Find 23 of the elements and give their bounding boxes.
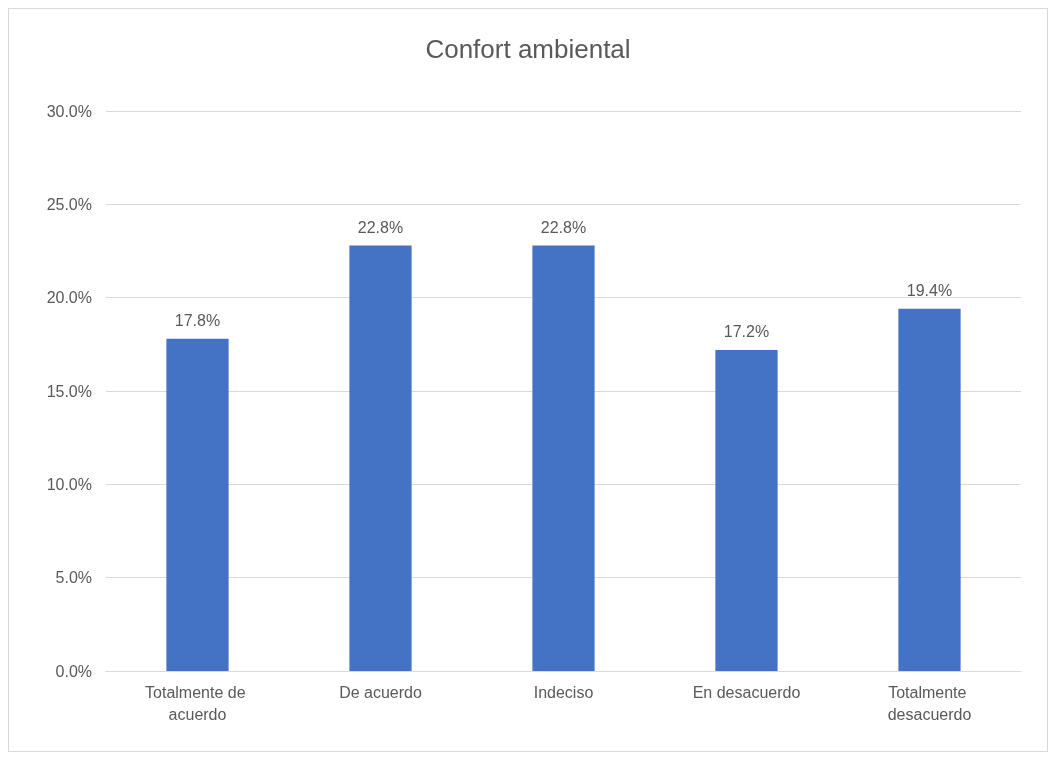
x-tick-label: En desacuerdo	[692, 683, 801, 701]
x-tick-label: De acuerdo	[339, 683, 422, 701]
bar	[349, 245, 412, 671]
y-tick-label: 15.0%	[46, 382, 92, 400]
data-label: 19.4%	[906, 282, 953, 300]
bar	[532, 245, 595, 671]
data-label: 17.2%	[723, 323, 770, 341]
y-tick-label: 0.0%	[55, 662, 92, 680]
bar	[715, 349, 778, 671]
y-tick-label: 5.0%	[55, 569, 92, 587]
chart-title: Confort ambiental	[425, 34, 631, 64]
y-tick-label: 30.0%	[46, 102, 92, 120]
x-tick-label: Totalmente desacuerdo	[887, 683, 972, 723]
x-tick-label: Indeciso	[533, 683, 594, 701]
bar	[898, 308, 961, 671]
y-tick-label: 10.0%	[46, 475, 92, 493]
data-label: 22.8%	[357, 218, 404, 236]
data-label: 22.8%	[540, 218, 587, 236]
y-tick-label: 20.0%	[46, 289, 92, 307]
y-tick-label: 25.0%	[46, 195, 92, 213]
bar	[166, 338, 229, 671]
x-tick-label: Totalmente de acuerdo	[145, 683, 250, 723]
data-label: 17.8%	[174, 312, 221, 330]
